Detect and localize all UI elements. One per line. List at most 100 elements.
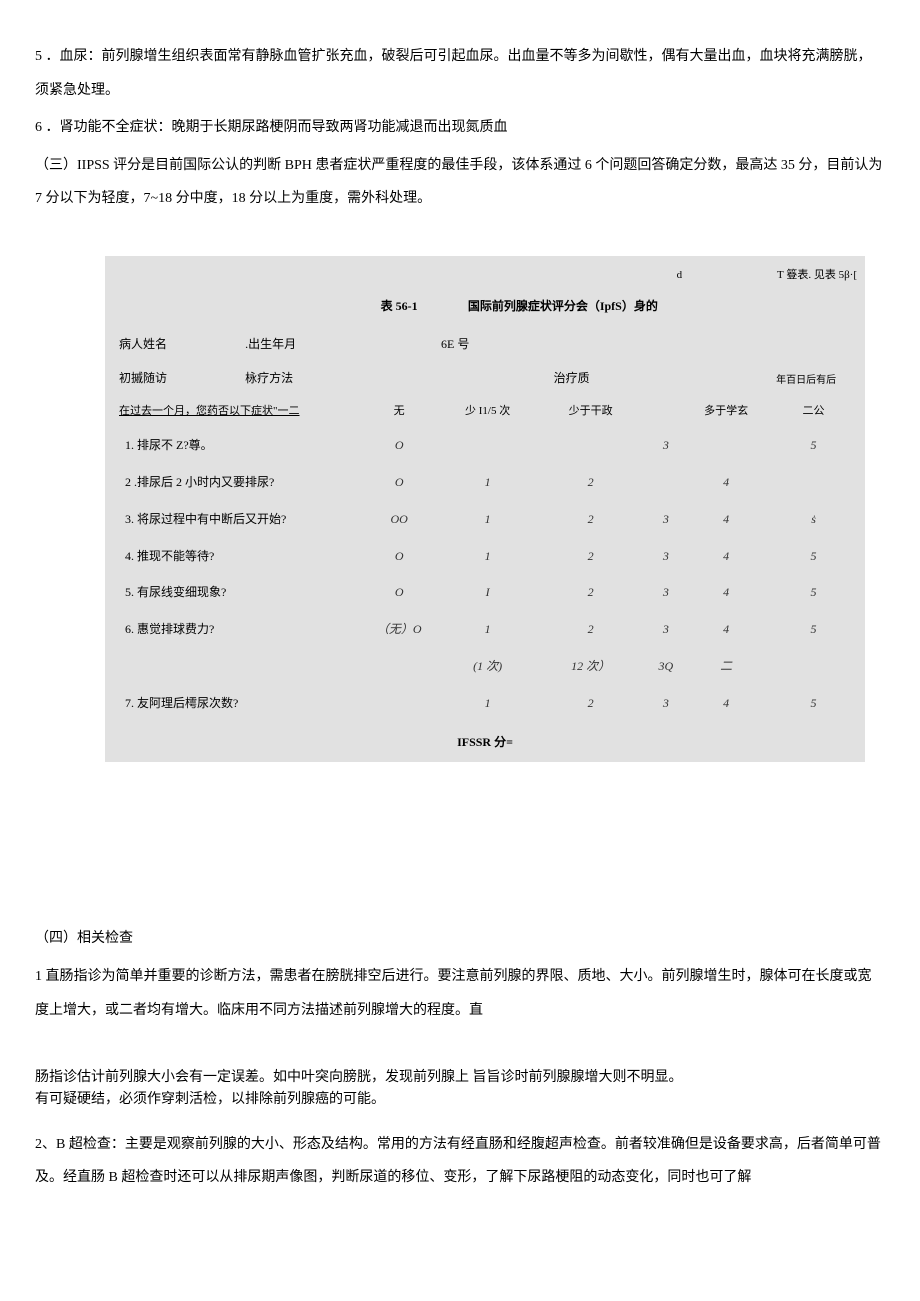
row-cell: 1	[436, 611, 540, 648]
table-title-r: 国际前列腺症状评分会（IpfS）身的	[436, 290, 691, 327]
row-cell: 1	[436, 464, 540, 501]
table-footer: IFSSR 分=	[105, 722, 865, 763]
row-cell: 3	[642, 611, 691, 648]
row-question: 6. 惠觉排球费力?	[105, 611, 363, 648]
row-question: 7. 友阿理后樗尿次数?	[105, 685, 363, 722]
para-rectal-2-3: 肠指诊估计前列腺大小会有一定误差。如中叶突向膀胱，发现前列腺上 旨旨诊时前列腺腺…	[35, 1067, 885, 1112]
top-right-b: T 簦表. 见表 5β·[	[690, 256, 865, 290]
table-title-row: 表 56-1 国际前列腺症状评分会（IpfS）身的	[105, 290, 865, 327]
para-rectal-3: 有可疑硬结，必须作穿刺活检，以排除前列腺癌的可能。	[35, 1089, 885, 1111]
row-cell	[436, 427, 540, 464]
info-date: 年百日后有后	[762, 361, 865, 395]
row-cell: ṡ	[762, 501, 865, 538]
row-cell: 5	[762, 538, 865, 575]
row-cell	[762, 464, 865, 501]
info-treat: 治疗质	[540, 361, 642, 395]
row-cell: 2	[540, 538, 642, 575]
table-row: (1 次)12 次）3Q二	[105, 648, 865, 685]
row-cell: 5	[762, 427, 865, 464]
row-cell: 2	[540, 574, 642, 611]
hdr-c2: 少 I1/5 次	[436, 395, 540, 427]
table-title-l: 表 56-1	[363, 290, 436, 327]
row-cell: 3	[642, 685, 691, 722]
row-cell: 1	[436, 685, 540, 722]
spacer	[35, 802, 885, 922]
para-ipss: （三）IIPSS 评分是目前国际公认的判断 BPH 患者症状严重程度的最佳手段，…	[35, 149, 885, 216]
para-bscan: 2、B 超检查：主要是观察前列腺的大小、形态及结构。常用的方法有经直肠和经腹超声…	[35, 1128, 885, 1195]
hdr-question-text: 在过去一个月，您药否以下症状"一二	[119, 405, 300, 417]
para-6: 6 ．肾功能不全症状：晚期于长期尿路梗阴而导致两肾功能减退而出现氮质血	[35, 111, 885, 145]
row-cell	[363, 685, 436, 722]
table-top-row: d T 簦表. 见表 5β·[	[105, 256, 865, 290]
row-cell: (1 次)	[436, 648, 540, 685]
row-cell	[762, 648, 865, 685]
row-cell: O	[363, 574, 436, 611]
row-cell: 4	[690, 611, 762, 648]
info-method: 栐疗方法	[231, 361, 363, 395]
row-cell: 3	[642, 538, 691, 575]
row-cell	[540, 427, 642, 464]
row-cell: 4	[690, 574, 762, 611]
row-cell: 二	[690, 648, 762, 685]
row-cell: 1	[436, 501, 540, 538]
hdr-c3: 少于干政	[540, 395, 642, 427]
row-cell: 4	[690, 538, 762, 575]
row-cell: 12 次）	[540, 648, 642, 685]
table-info-row-1: 病人姓名 .出生年月 6E 号	[105, 327, 865, 361]
table-row: 7. 友阿理后樗尿次数? 12345	[105, 685, 865, 722]
row-cell	[363, 648, 436, 685]
hdr-c1: 无	[363, 395, 436, 427]
row-cell: 3	[642, 501, 691, 538]
row-cell: 2	[540, 501, 642, 538]
para-heading-4: （四）相关检查	[35, 922, 885, 956]
table-row: 5. 有尿线变细现象?OI2345	[105, 574, 865, 611]
row-cell	[642, 464, 691, 501]
table-row: 2 .排尿后 2 小时内又要排尿?O12 4	[105, 464, 865, 501]
row-question: 5. 有尿线变细现象?	[105, 574, 363, 611]
hdr-c5: 多于学玄	[690, 395, 762, 427]
table-footer-row: IFSSR 分=	[105, 722, 865, 763]
para-5: 5 ．血尿：前列腺增生组织表面常有静脉血管扩张充血，破裂后可引起血尿。出血量不等…	[35, 40, 885, 107]
para-rectal-1: 1 直肠指诊为简单并重要的诊断方法，需患者在膀胱排空后进行。要注意前列腺的界限、…	[35, 960, 885, 1027]
para-rectal-2: 肠指诊估计前列腺大小会有一定误差。如中叶突向膀胱，发现前列腺上 旨旨诊时前列腺腺…	[35, 1067, 885, 1089]
table-row: 1. 排尿不 Z?尊。O 3 5	[105, 427, 865, 464]
row-cell: 3Q	[642, 648, 691, 685]
info-birth: .出生年月	[231, 327, 363, 361]
row-cell: 4	[690, 501, 762, 538]
row-question: 4. 推现不能等待?	[105, 538, 363, 575]
row-cell: I	[436, 574, 540, 611]
hdr-question: 在过去一个月，您药否以下症状"一二	[105, 395, 363, 427]
row-cell: 4	[690, 464, 762, 501]
row-question: 3. 将尿过程中有中断后又开始?	[105, 501, 363, 538]
top-right-a: d	[642, 256, 691, 290]
row-cell: 4	[690, 685, 762, 722]
row-cell: 2	[540, 685, 642, 722]
table-row: 3. 将尿过程中有中断后又开始?OO1234ṡ	[105, 501, 865, 538]
table-info-row-2: 初摵随访 栐疗方法 治疗质 年百日后有后	[105, 361, 865, 395]
row-cell: 5	[762, 685, 865, 722]
ipss-table: d T 簦表. 见表 5β·[ 表 56-1 国际前列腺症状评分会（IpfS）身…	[105, 256, 865, 762]
row-cell	[690, 427, 762, 464]
row-question: 1. 排尿不 Z?尊。	[105, 427, 363, 464]
row-question: 2 .排尿后 2 小时内又要排尿?	[105, 464, 363, 501]
row-cell: O	[363, 538, 436, 575]
row-cell: 2	[540, 464, 642, 501]
row-cell: 3	[642, 427, 691, 464]
row-cell: 2	[540, 611, 642, 648]
info-name: 病人姓名	[105, 327, 231, 361]
table-header-row: 在过去一个月，您药否以下症状"一二 无 少 I1/5 次 少于干政 多于学玄 二…	[105, 395, 865, 427]
row-cell: 3	[642, 574, 691, 611]
row-cell: O	[363, 464, 436, 501]
row-cell: 5	[762, 611, 865, 648]
row-question	[105, 648, 363, 685]
row-cell: 1	[436, 538, 540, 575]
row-cell: 5	[762, 574, 865, 611]
row-cell: （无）O	[363, 611, 436, 648]
info-visit: 初摵随访	[105, 361, 231, 395]
ipss-table-wrap: d T 簦表. 见表 5β·[ 表 56-1 国际前列腺症状评分会（IpfS）身…	[105, 256, 865, 762]
table-row: 4. 推现不能等待?O12345	[105, 538, 865, 575]
hdr-c6: 二公	[762, 395, 865, 427]
row-cell: O	[363, 427, 436, 464]
table-row: 6. 惠觉排球费力?（无）O12345	[105, 611, 865, 648]
info-6e: 6E 号	[363, 327, 540, 361]
